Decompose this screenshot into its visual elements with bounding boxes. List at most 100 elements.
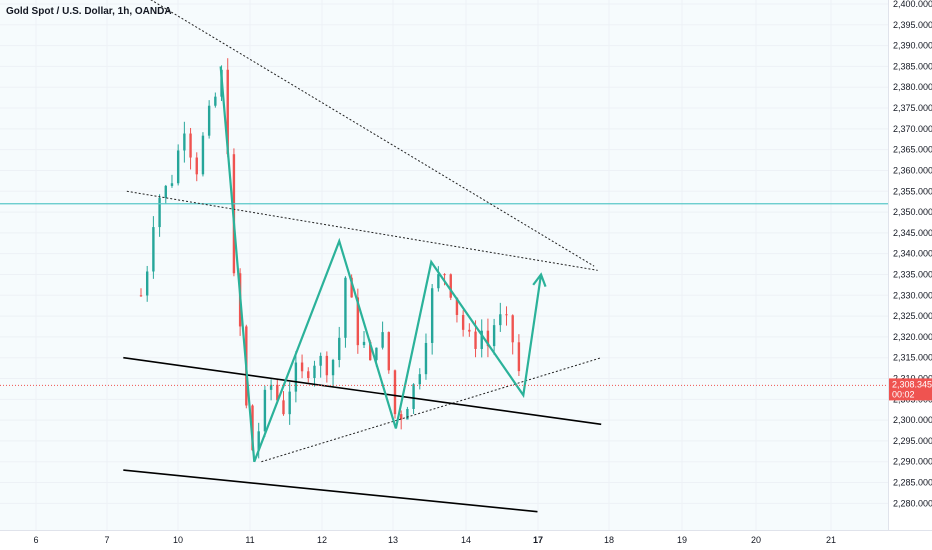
candle-body xyxy=(511,315,514,343)
resistance-trendline-upper[interactable] xyxy=(123,0,595,267)
time-tick-label: 12 xyxy=(317,535,327,545)
candle-body xyxy=(443,274,446,276)
time-tick-label: 7 xyxy=(104,535,109,545)
price-tick-label: 2,355.000 xyxy=(893,186,932,196)
candle-countdown: 00:02 xyxy=(892,389,915,399)
candle-body xyxy=(499,314,502,326)
candle-body xyxy=(461,314,465,330)
candle-body xyxy=(269,384,273,390)
zigzag-pattern[interactable] xyxy=(219,66,543,463)
price-tick-label: 2,295.000 xyxy=(893,436,932,446)
time-tick-label: 14 xyxy=(461,535,471,545)
candle-body xyxy=(183,133,186,151)
candle-body xyxy=(381,332,384,348)
time-tick-label: 20 xyxy=(751,535,761,545)
candle-body xyxy=(139,295,143,297)
time-tick-label: 10 xyxy=(173,535,183,545)
plot-background xyxy=(0,0,888,530)
candle-body xyxy=(449,274,452,298)
candle-body xyxy=(474,331,477,349)
candle-body xyxy=(257,431,260,451)
candle-body xyxy=(145,271,149,296)
price-tick-label: 2,390.000 xyxy=(893,41,932,51)
price-tick-label: 2,325.000 xyxy=(893,311,932,321)
candle-body xyxy=(344,277,347,338)
candle-body xyxy=(288,391,291,415)
last-price-tag: 2,308.345 00:02 xyxy=(889,378,932,401)
time-tick-label: 11 xyxy=(245,535,254,545)
candle-body xyxy=(282,400,285,415)
candle-body xyxy=(170,183,174,186)
candle-body xyxy=(158,197,161,228)
price-tick-label: 2,365.000 xyxy=(893,145,932,155)
candle-body xyxy=(176,150,180,184)
candle-body xyxy=(338,337,341,360)
candle-body xyxy=(201,135,205,175)
chart-title: Gold Spot / U.S. Dollar, 1h, OANDA xyxy=(6,6,172,17)
candle-body xyxy=(164,185,167,198)
candle-body xyxy=(276,384,279,401)
candle-body xyxy=(480,330,483,349)
time-tick-label: 13 xyxy=(388,535,398,545)
price-tick-label: 2,395.000 xyxy=(893,20,932,30)
price-tick-label: 2,350.000 xyxy=(893,207,932,217)
candle-body xyxy=(406,408,409,420)
candle-body xyxy=(152,227,155,272)
time-tick-label: 6 xyxy=(33,535,38,545)
price-tick-label: 2,285.000 xyxy=(893,478,932,488)
support-trendline-dotted[interactable] xyxy=(261,357,602,463)
price-tick-label: 2,315.000 xyxy=(893,353,932,363)
candle-body xyxy=(424,342,428,375)
candle-body xyxy=(418,374,421,385)
candle-body xyxy=(505,314,508,316)
candle-body xyxy=(369,341,372,361)
time-axis: 6 7 10 11 12 13 14 17 18 19 20 21 xyxy=(33,535,836,545)
candle-body xyxy=(325,355,329,376)
candle-body xyxy=(263,389,267,432)
price-tick-label: 2,375.000 xyxy=(893,103,932,113)
candle-body xyxy=(455,297,459,315)
candle-body xyxy=(430,288,434,343)
price-tick-label: 2,290.000 xyxy=(893,457,932,467)
candle-body xyxy=(251,405,254,451)
candle-body xyxy=(492,325,496,347)
resistance-trendline-lower[interactable] xyxy=(126,190,598,271)
candle-body xyxy=(393,370,397,415)
candle-body xyxy=(207,105,211,136)
time-tick-label: 21 xyxy=(826,535,836,545)
candle-body xyxy=(517,342,521,372)
candle-body xyxy=(356,297,360,346)
candle-body xyxy=(319,355,322,366)
time-tick-label: 18 xyxy=(604,535,614,545)
time-axis-background[interactable] xyxy=(0,530,932,550)
candle-body xyxy=(375,347,378,361)
price-axis-background[interactable] xyxy=(888,0,932,530)
candle-body xyxy=(331,359,335,376)
channel-line-upper[interactable] xyxy=(123,356,602,426)
zigzag-arrowhead xyxy=(532,272,547,288)
candle-body xyxy=(300,362,304,372)
price-tick-label: 2,385.000 xyxy=(893,61,932,71)
price-tick-label: 2,370.000 xyxy=(893,124,932,134)
price-tick-label: 2,280.000 xyxy=(893,498,932,508)
price-tick-label: 2,320.000 xyxy=(893,332,932,342)
drawings[interactable] xyxy=(0,0,888,513)
candle-body xyxy=(313,365,316,379)
candle-body xyxy=(226,69,229,155)
price-tick-label: 2,335.000 xyxy=(893,269,932,279)
last-price-label: 2,308.345 xyxy=(892,379,932,389)
candle-body xyxy=(387,332,390,371)
candle-body xyxy=(399,414,403,420)
channel-line-lower[interactable] xyxy=(123,469,538,513)
price-tick-label: 2,340.000 xyxy=(893,249,932,259)
time-tick-label: 19 xyxy=(677,535,687,545)
candle-body xyxy=(412,384,415,409)
candle-body xyxy=(307,371,310,379)
time-tick-label: 17 xyxy=(533,535,543,545)
price-tick-label: 2,400.000 xyxy=(893,0,932,9)
candle-body xyxy=(214,96,217,106)
candle-body xyxy=(294,362,298,392)
price-tick-label: 2,300.000 xyxy=(893,415,932,425)
